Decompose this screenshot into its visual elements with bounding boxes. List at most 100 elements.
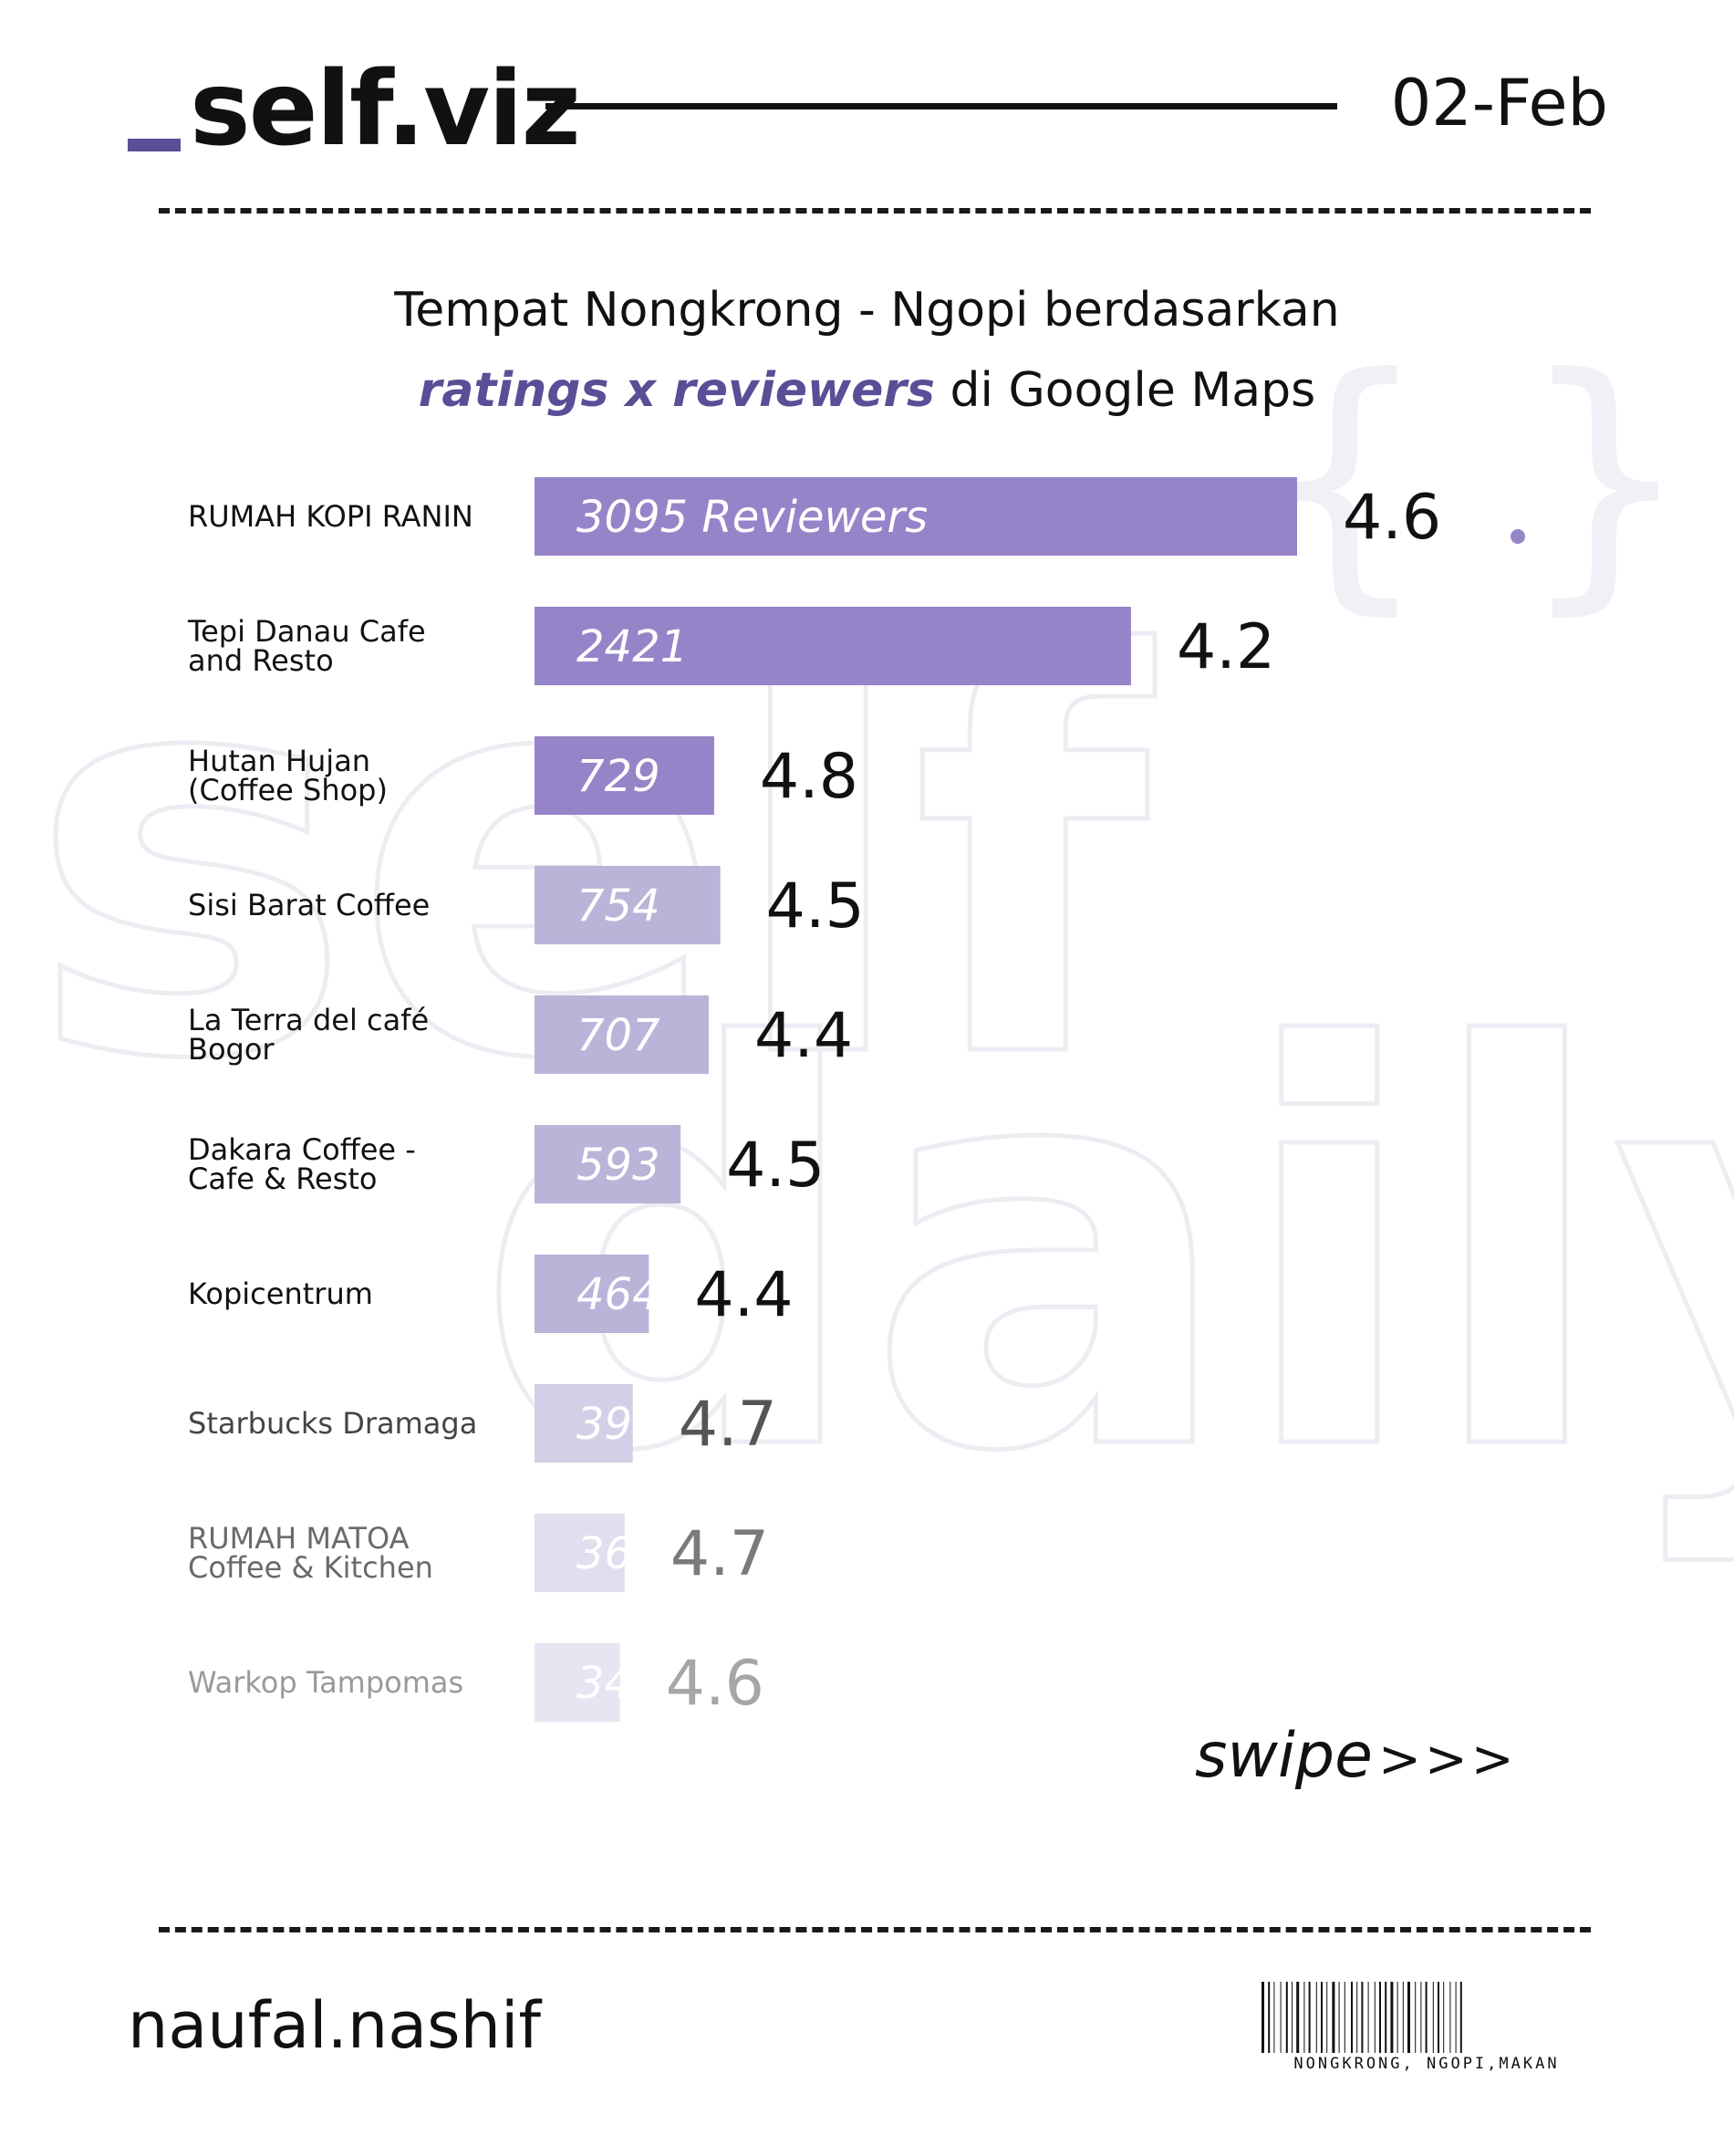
barcode-bar — [1385, 1982, 1387, 2053]
chart-title-rest: di Google Maps — [934, 363, 1316, 418]
barcode-bar — [1415, 1982, 1417, 2053]
barcode-bar — [1397, 1982, 1398, 2053]
rating-label-6: 4.5 — [726, 1130, 825, 1202]
barcode-bar — [1326, 1982, 1328, 2053]
rating-label-3: 4.8 — [760, 741, 858, 813]
barcode-bar — [1449, 1982, 1451, 2053]
brand-name: self.viz — [190, 50, 581, 169]
bar-4 — [535, 866, 721, 944]
category-label-5: La Terra del café Bogor — [188, 1003, 429, 1067]
category-label-6: Dakara Coffee -Cafe & Resto — [188, 1132, 416, 1196]
barcode-bar — [1374, 1982, 1376, 2053]
chart-title-emphasis: ratings x reviewers — [418, 363, 935, 418]
category-label-4: Sisi Barat Coffee — [188, 888, 430, 922]
barcode-bar — [1390, 1982, 1394, 2053]
bottom-dashed-divider — [159, 1927, 1591, 1932]
category-label-2: Tepi Danau Cafe and Resto — [187, 614, 426, 678]
category-label-line: La Terra del café — [188, 1003, 429, 1037]
rating-label-1: 4.6 — [1343, 482, 1441, 554]
category-label-3: Hutan Hujan (Coffee Shop) — [188, 744, 388, 807]
barcode-bars — [1262, 1982, 1462, 2053]
barcode-bar — [1425, 1982, 1428, 2053]
barcode-bar — [1420, 1982, 1422, 2053]
chart-title-line1: Tempat Nongkrong - Ngopi berdasarkan — [394, 283, 1340, 338]
category-label-line: Hutan Hujan — [188, 744, 370, 778]
category-label-8: Starbucks Dramaga — [188, 1406, 477, 1441]
barcode-bar — [1459, 1982, 1462, 2053]
bar-value-label-1: 3095 Reviewers — [576, 492, 928, 543]
rating-label-10: 4.6 — [666, 1648, 764, 1720]
accent-dot — [1511, 529, 1525, 544]
category-label-line: Bogor — [188, 1032, 275, 1067]
rating-label-5: 4.4 — [754, 1000, 853, 1072]
author-name: naufal.nashif — [128, 1988, 542, 2063]
barcode-bar — [1356, 1982, 1358, 2053]
swipe-arrows-icon: >>> — [1377, 1730, 1518, 1789]
barcode-bar — [1402, 1982, 1404, 2053]
curly-braces-decoration: { } — [1257, 319, 1693, 638]
barcode-bar — [1367, 1982, 1369, 2053]
barcode-bar — [1308, 1982, 1311, 2053]
barcode-bar — [1407, 1982, 1410, 2053]
category-label-7: Kopicentrum — [188, 1276, 373, 1311]
barcode-bar — [1361, 1982, 1364, 2053]
category-label-line: RUMAH KOPI RANIN — [188, 499, 473, 534]
category-label-line: Coffee & Kitchen — [188, 1550, 433, 1585]
barcode-bar — [1262, 1982, 1264, 2053]
barcode-bar — [1321, 1982, 1323, 2053]
bar-value-label-2: 2421 — [576, 621, 688, 672]
bar-value-label-5: 707 — [576, 1010, 660, 1061]
bar-8 — [535, 1384, 633, 1463]
barcode-bar — [1285, 1982, 1288, 2053]
category-label-line: Sisi Barat Coffee — [188, 888, 430, 922]
bar-6 — [535, 1125, 681, 1203]
bar-value-label-8: 399 — [576, 1399, 660, 1450]
category-label-line: Warkop Tampomas — [188, 1665, 463, 1700]
barcode-caption: NONGKRONG, NGOPI,MAKAN — [1293, 2055, 1560, 2073]
category-label-line: Kopicentrum — [188, 1276, 373, 1311]
bar-5 — [535, 995, 709, 1074]
category-label-line: and Resto — [188, 643, 334, 678]
bar-2 — [535, 607, 1131, 685]
barcode-bar — [1280, 1982, 1282, 2053]
barcode-bar — [1432, 1982, 1434, 2053]
category-label-line: (Coffee Shop) — [188, 773, 388, 807]
bar-value-label-10: 347 — [576, 1658, 660, 1709]
brand-underscore — [128, 139, 181, 151]
rating-label-8: 4.7 — [679, 1389, 777, 1461]
bar-10 — [535, 1643, 620, 1722]
bar-7 — [535, 1255, 649, 1333]
rating-label-4: 4.5 — [766, 870, 865, 943]
barcode-bar — [1438, 1982, 1439, 2053]
bar-value-label-9: 366 — [576, 1528, 660, 1579]
category-label-10: Warkop Tampomas — [188, 1665, 463, 1700]
bar-1 — [535, 477, 1297, 556]
category-label-1: RUMAH KOPI RANIN — [188, 499, 473, 534]
rating-label-2: 4.2 — [1177, 611, 1275, 683]
header-rule — [545, 103, 1337, 109]
barcode-bar — [1455, 1982, 1457, 2053]
rating-label-9: 4.7 — [670, 1518, 769, 1590]
barcode-bar — [1351, 1982, 1353, 2053]
category-label-line: Dakara Coffee - — [188, 1132, 416, 1167]
bar-value-label-6: 593 — [576, 1140, 660, 1191]
barcode-bar — [1292, 1982, 1293, 2053]
bar-9 — [535, 1514, 625, 1592]
barcode-bar — [1315, 1982, 1317, 2053]
bar-3 — [535, 736, 714, 815]
barcode-bar — [1303, 1982, 1305, 2053]
category-label-9: RUMAH MATOA Coffee & Kitchen — [188, 1521, 433, 1585]
barcode: NONGKRONG, NGOPI,MAKAN — [1262, 1982, 1592, 2073]
barcode-bar — [1379, 1982, 1381, 2053]
rating-label-7: 4.4 — [694, 1259, 793, 1331]
bar-value-label-4: 754 — [576, 880, 660, 932]
barcode-bar — [1268, 1982, 1271, 2053]
swipe-hint[interactable]: swipe >>> — [1195, 1715, 1518, 1801]
category-label-line: RUMAH MATOA — [188, 1521, 410, 1556]
barcode-bar — [1332, 1982, 1335, 2053]
barcode-bar — [1273, 1982, 1275, 2053]
barcode-bar — [1338, 1982, 1340, 2053]
barcode-bar — [1443, 1982, 1445, 2053]
